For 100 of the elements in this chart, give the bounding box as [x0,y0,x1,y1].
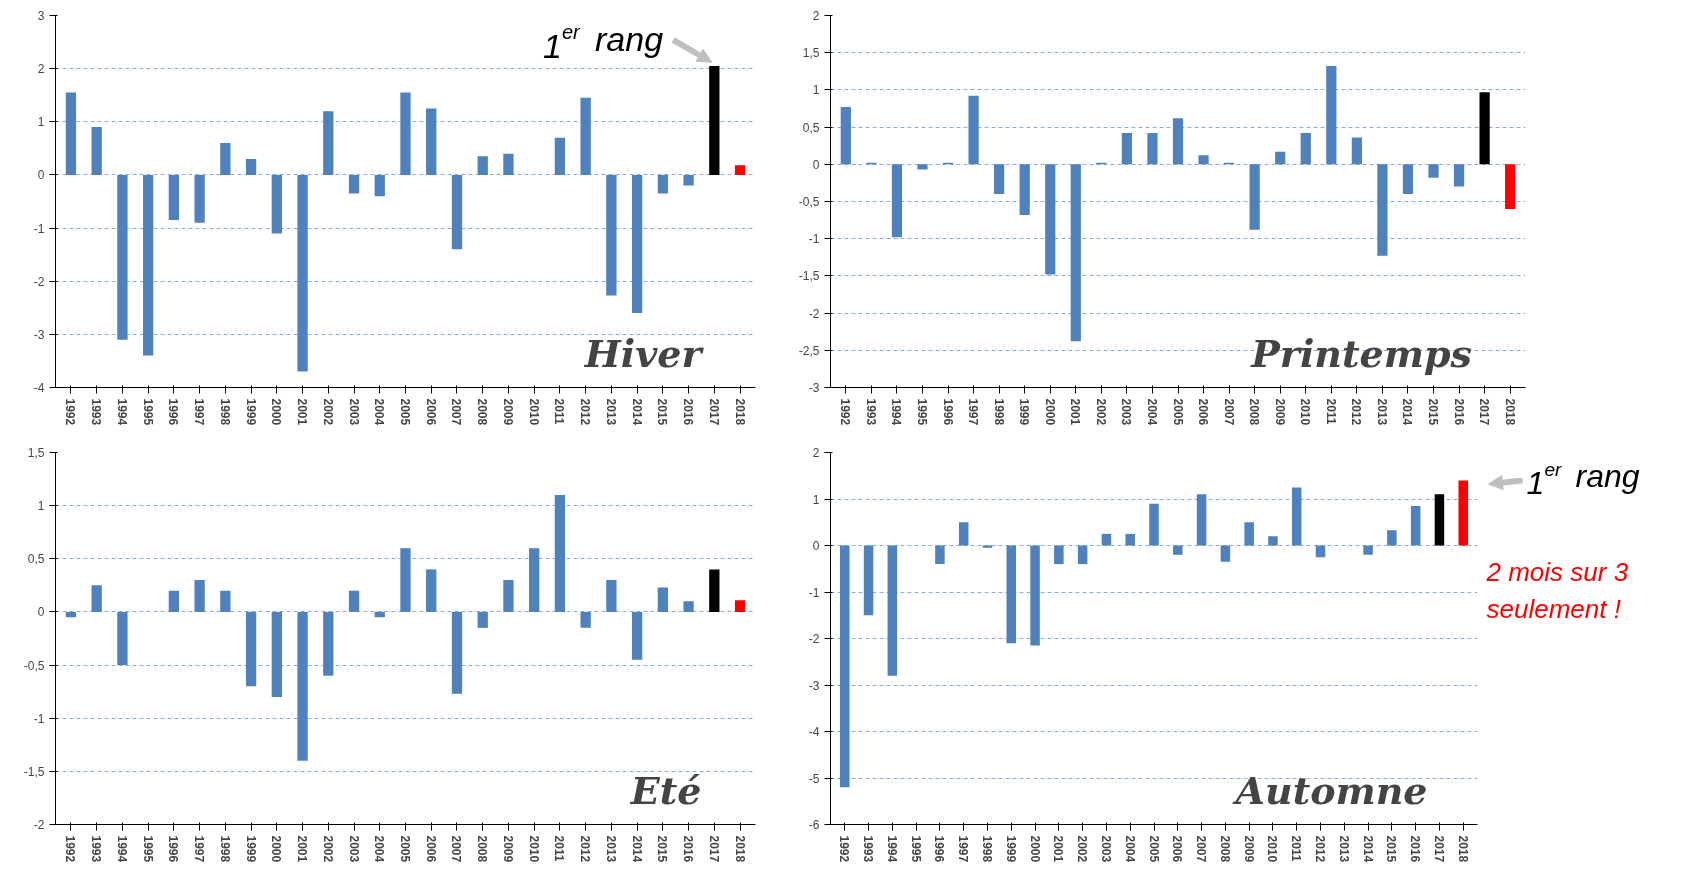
y-tick-label: 1,5 [802,46,820,61]
x-tick-label: 2015 [1426,398,1441,426]
bar [348,174,360,194]
bar [1351,137,1362,165]
x-tick-label: 2007 [449,398,464,426]
y-tick-label: -1 [33,221,45,236]
bar [657,587,668,612]
x-tick-label: 2002 [1075,835,1090,863]
y-tick-label: -2 [33,818,45,832]
bar [117,611,128,666]
x-tick-label: 2003 [1119,398,1134,426]
bar [1363,545,1373,555]
x-tick-label: 2015 [1384,835,1399,863]
bar [1149,503,1159,546]
x-tick-label: 1998 [991,398,1006,426]
bar [220,143,231,175]
bar [1326,66,1337,165]
bar [194,580,205,612]
bar [400,92,411,175]
x-tick-label: 2010 [1298,398,1313,426]
x-tick-label: 1997 [192,398,207,426]
bar [271,174,282,234]
y-tick-label: -4 [808,725,820,739]
y-tick-label: 2 [812,9,820,23]
x-tick-label: 2007 [1221,398,1236,426]
y-tick-label: -2,5 [798,343,820,358]
x-tick-label: 2012 [1349,398,1364,426]
x-tick-label: 1997 [966,398,981,426]
y-tick-label: 1 [37,115,45,130]
bar [657,174,668,194]
x-tick-label: 1998 [217,835,232,863]
x-tick-label: 1994 [114,398,129,426]
x-tick-label: 1994 [114,835,129,863]
bar [1275,151,1286,165]
bar [1173,545,1183,555]
y-tick-label: 0 [812,539,820,553]
bar [271,611,282,697]
x-tick-label: 2000 [269,398,284,426]
bar [683,174,694,186]
x-tick-label: 2018 [1502,398,1517,426]
x-tick-label: 2014 [629,398,644,426]
x-tick-label: 2014 [629,835,644,863]
x-tick-label: 1996 [166,835,181,863]
bar [1505,164,1516,209]
x-tick-label: 1994 [884,835,899,863]
y-tick-label: -3 [33,327,45,342]
x-tick-label: 2006 [423,398,438,426]
x-tick-label: 1999 [243,835,258,863]
bar [451,174,463,250]
bar [1291,487,1302,546]
y-tick-label: -0,5 [798,195,820,209]
y-tick-label: -4 [33,381,45,395]
x-tick-label: 2009 [1241,835,1256,863]
x-tick-label: 2011 [1323,398,1338,425]
bar [554,137,566,175]
bar [554,495,566,612]
bar [529,548,540,612]
x-tick-label: 2011 [552,398,567,425]
x-tick-label: 2000 [1027,835,1042,863]
bar [245,158,257,175]
x-tick-label: 2005 [1146,835,1161,863]
x-tick-label: 2017 [1431,835,1446,863]
bar [426,108,437,175]
bar [503,580,514,612]
bar [1402,164,1414,195]
bar [91,585,102,612]
x-tick-label: 2017 [1477,398,1492,426]
x-tick-label: 2008 [475,398,490,426]
bar [1196,494,1207,546]
bar [1434,494,1445,546]
bar [143,174,154,356]
bar [1147,133,1158,165]
x-tick-label: 1992 [63,398,78,426]
bar [1054,545,1064,565]
y-tick-label: -1 [808,585,820,600]
bar [840,545,850,788]
x-tick-label: 1999 [1003,835,1018,863]
y-tick-label: -2 [808,632,820,646]
x-tick-label: 2013 [1374,398,1389,426]
x-tick-label: 2001 [295,835,310,863]
x-tick-label: 1993 [89,398,104,426]
x-tick-label: 2002 [320,835,335,863]
x-tick-label: 1997 [192,835,207,863]
x-tick-label: 2010 [1265,835,1280,863]
bar [580,97,591,175]
x-tick-label: 2018 [1455,835,1470,863]
x-tick-label: 1993 [863,398,878,426]
y-tick-label: 1,5 [27,446,45,460]
x-tick-label: 2005 [398,398,412,426]
x-tick-label: 1999 [243,398,258,426]
x-tick-label: 1999 [1017,398,1032,426]
y-tick-label: 1 [812,492,820,507]
x-tick-label: 1995 [140,835,155,863]
bar [1244,522,1254,546]
x-tick-label: 2009 [500,398,515,426]
x-tick-label: 2001 [295,398,310,426]
y-tick-label: 0 [37,605,45,620]
bar [451,611,463,694]
bar [631,174,643,314]
bar [891,164,903,238]
